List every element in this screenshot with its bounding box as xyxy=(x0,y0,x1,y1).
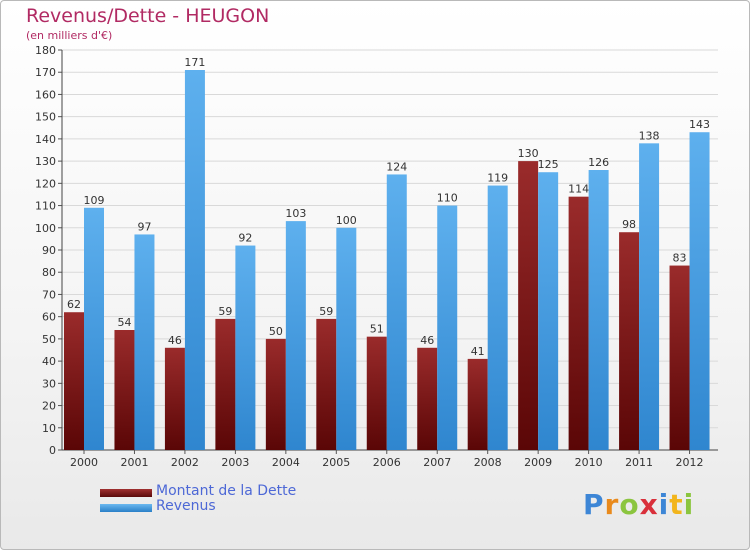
legend-swatch-dette xyxy=(100,489,152,497)
data-label: 103 xyxy=(285,207,306,220)
data-label: 54 xyxy=(117,316,131,329)
logo-letter: i xyxy=(658,488,670,521)
data-label: 109 xyxy=(84,194,105,207)
bar-revenus xyxy=(437,205,458,450)
bar-revenus xyxy=(235,245,256,450)
x-tick-label: 2003 xyxy=(221,456,249,469)
logo-letter: x xyxy=(639,488,659,521)
bar-revenus xyxy=(689,132,710,450)
x-tick-label: 2000 xyxy=(70,456,98,469)
x-tick-label: 2010 xyxy=(575,456,603,469)
bar-dette xyxy=(366,336,387,450)
data-label: 51 xyxy=(370,323,384,336)
y-tick-label: 110 xyxy=(35,200,56,213)
data-label: 143 xyxy=(689,118,710,131)
y-tick-label: 150 xyxy=(35,111,56,124)
y-tick-label: 70 xyxy=(42,288,56,301)
bar-dette xyxy=(619,232,640,450)
proxiti-logo: Proxiti xyxy=(583,488,694,521)
bar-dette xyxy=(316,318,337,450)
bar-revenus xyxy=(84,207,104,450)
x-tick-label: 2012 xyxy=(676,456,704,469)
y-tick-label: 40 xyxy=(42,355,56,368)
bar-dette xyxy=(669,265,690,450)
data-label: 138 xyxy=(639,129,660,142)
x-tick-label: 2006 xyxy=(373,456,401,469)
data-label: 92 xyxy=(238,232,252,245)
bar-dette xyxy=(215,318,236,450)
y-tick-label: 30 xyxy=(42,377,56,390)
bar-revenus xyxy=(386,174,407,450)
bar-revenus xyxy=(487,185,508,451)
logo-letter: P xyxy=(583,488,605,521)
data-label: 125 xyxy=(538,158,559,171)
chart-subtitle: (en milliers d'€) xyxy=(26,29,113,42)
y-tick-label: 130 xyxy=(35,155,56,168)
data-label: 100 xyxy=(336,214,357,227)
y-tick-label: 120 xyxy=(35,177,56,190)
bar-dette xyxy=(114,330,135,450)
data-label: 114 xyxy=(568,183,589,196)
bar-revenus xyxy=(285,221,306,450)
x-tick-label: 2005 xyxy=(322,456,350,469)
data-label: 126 xyxy=(588,156,609,169)
bar-dette xyxy=(568,196,589,450)
legend-label-dette: Montant de la Dette xyxy=(156,483,297,499)
bar-revenus xyxy=(588,170,609,450)
x-tick-label: 2008 xyxy=(474,456,502,469)
bar-dette xyxy=(164,347,185,450)
bar-dette xyxy=(265,338,286,450)
bar-dette xyxy=(64,312,84,450)
x-tick-label: 2007 xyxy=(423,456,451,469)
y-tick-label: 50 xyxy=(42,333,56,346)
bar-revenus xyxy=(336,227,357,450)
data-label: 59 xyxy=(319,305,333,318)
bar-revenus xyxy=(538,172,559,450)
data-label: 46 xyxy=(168,334,182,347)
data-label: 130 xyxy=(518,147,539,160)
logo-letter: r xyxy=(604,488,620,521)
data-label: 98 xyxy=(622,218,636,231)
y-tick-label: 140 xyxy=(35,133,56,146)
legend-label-revenus: Revenus xyxy=(156,498,216,514)
bar-revenus xyxy=(134,234,155,450)
bar-dette xyxy=(467,358,488,450)
data-label: 119 xyxy=(487,172,508,185)
logo-letter: t xyxy=(669,488,684,521)
data-label: 50 xyxy=(269,325,283,338)
chart-title: Revenus/Dette - HEUGON xyxy=(26,5,270,27)
data-label: 110 xyxy=(437,192,458,205)
data-label: 41 xyxy=(471,345,485,358)
y-tick-label: 0 xyxy=(49,444,56,457)
data-label: 46 xyxy=(420,334,434,347)
y-tick-label: 160 xyxy=(35,88,56,101)
data-label: 83 xyxy=(673,252,687,265)
bar-revenus xyxy=(639,143,660,451)
y-tick-label: 80 xyxy=(42,266,56,279)
data-label: 124 xyxy=(386,160,407,173)
x-tick-label: 2002 xyxy=(171,456,199,469)
x-tick-label: 2001 xyxy=(120,456,148,469)
data-label: 97 xyxy=(137,220,151,233)
y-tick-label: 90 xyxy=(42,244,56,257)
x-tick-label: 2011 xyxy=(625,456,653,469)
bar-revenus xyxy=(184,70,205,450)
data-label: 59 xyxy=(218,305,232,318)
data-label: 62 xyxy=(67,298,81,311)
y-tick-label: 180 xyxy=(35,44,56,57)
y-tick-label: 170 xyxy=(35,66,56,79)
bar-dette xyxy=(518,161,539,450)
x-tick-label: 2004 xyxy=(272,456,300,469)
bar-dette xyxy=(417,347,438,450)
y-tick-label: 60 xyxy=(42,311,56,324)
x-tick-label: 2009 xyxy=(524,456,552,469)
legend-swatch-revenus xyxy=(100,504,152,512)
data-label: 171 xyxy=(184,56,205,69)
logo-letter: o xyxy=(619,488,640,521)
y-tick-label: 100 xyxy=(35,222,56,235)
y-tick-label: 10 xyxy=(42,422,56,435)
y-tick-label: 20 xyxy=(42,400,56,413)
logo-letter: i xyxy=(683,488,695,521)
